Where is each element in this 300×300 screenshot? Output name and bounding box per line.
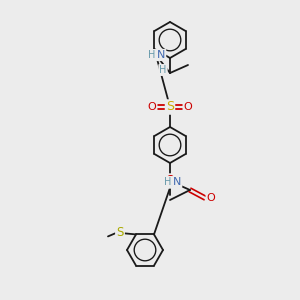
Text: H: H: [159, 65, 167, 75]
Text: N: N: [173, 177, 181, 187]
Text: O: O: [165, 175, 175, 188]
Text: O: O: [207, 193, 215, 203]
Text: N: N: [157, 50, 165, 60]
Text: S: S: [116, 226, 124, 239]
Text: O: O: [184, 102, 192, 112]
Text: H: H: [148, 50, 156, 60]
Text: H: H: [164, 177, 172, 187]
Text: S: S: [166, 100, 174, 113]
Text: O: O: [148, 102, 156, 112]
